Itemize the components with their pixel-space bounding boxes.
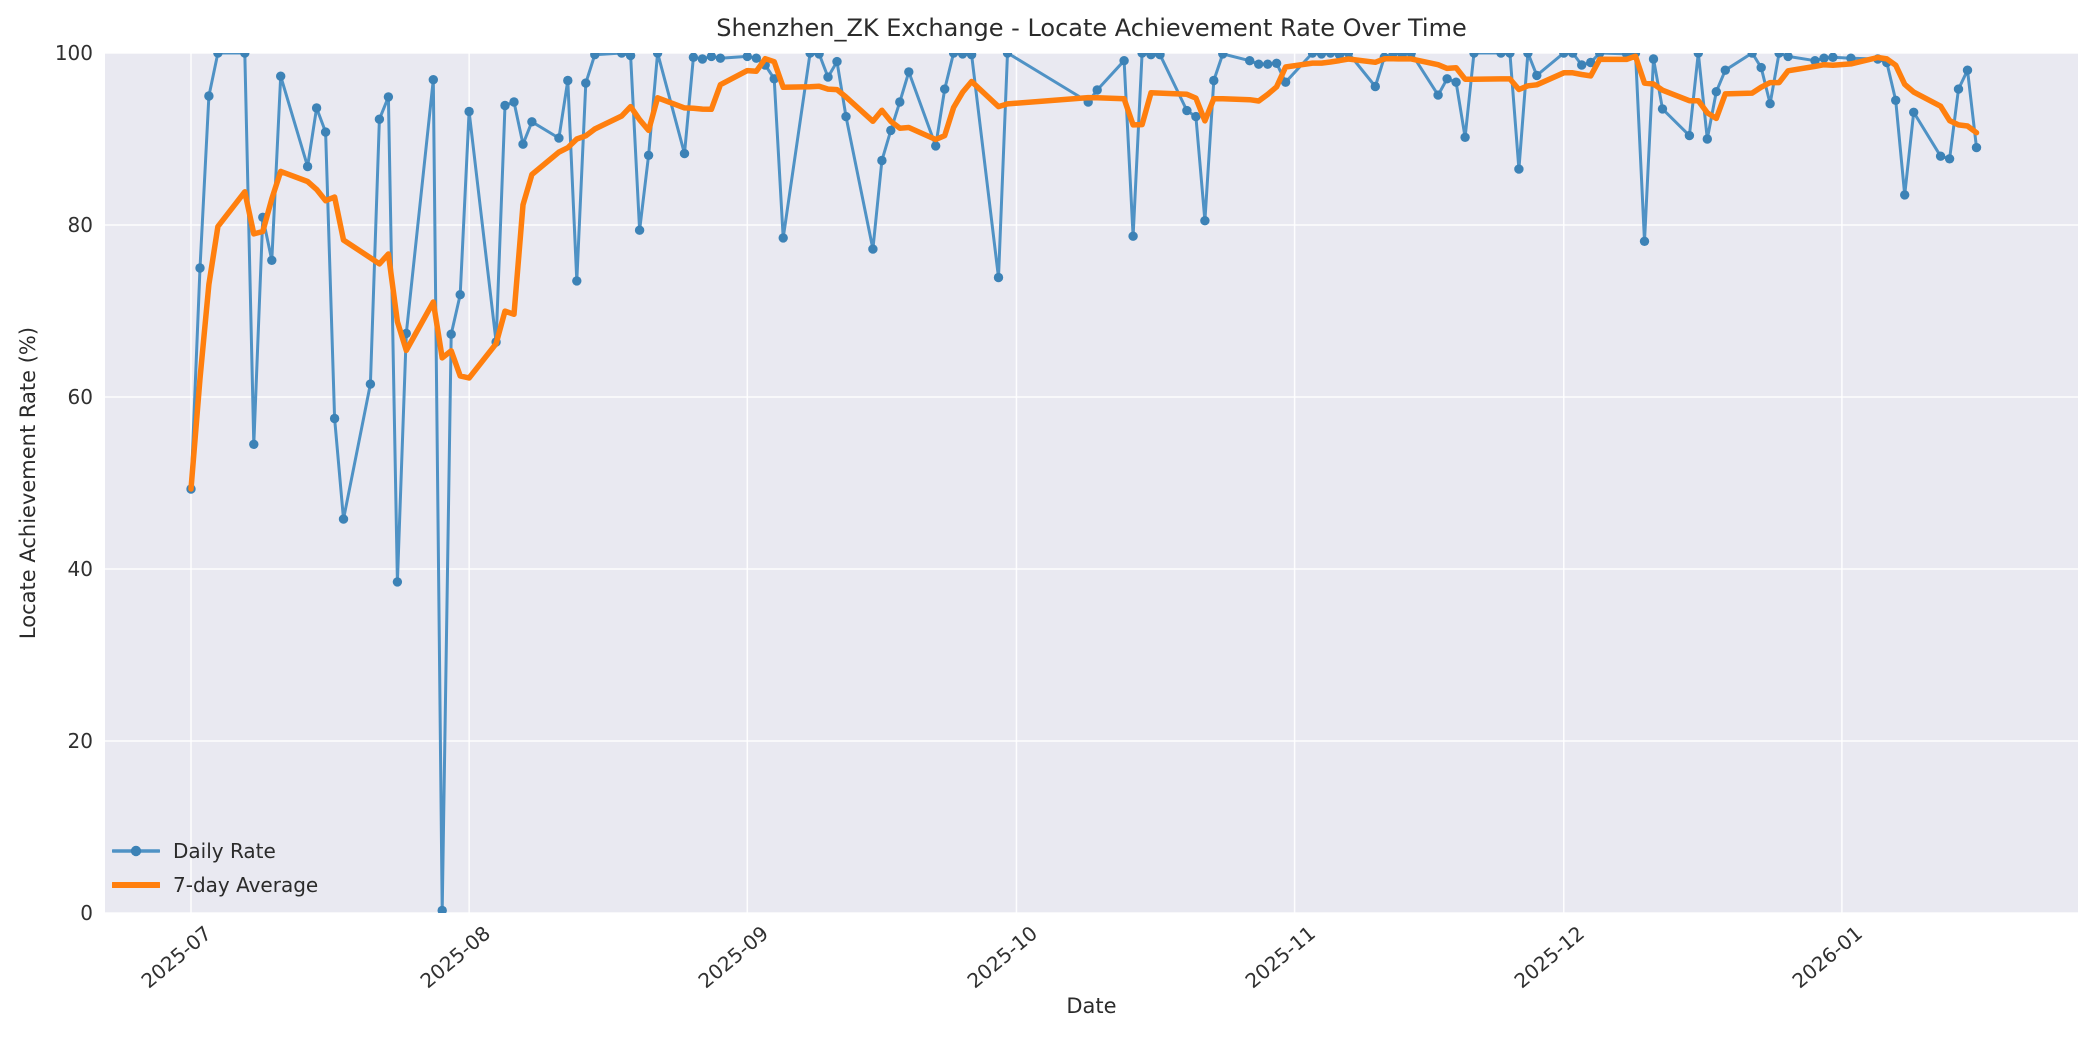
x-tick-label: 2025-09 xyxy=(693,921,773,994)
y-tick-label: 100 xyxy=(54,41,93,65)
chart-title: Shenzhen_ZK Exchange - Locate Achievemen… xyxy=(716,14,1467,42)
plot-area xyxy=(105,53,2078,913)
x-tick-label: 2025-12 xyxy=(1509,921,1590,994)
y-tick-label: 80 xyxy=(67,213,93,237)
x-tick-label: 2025-08 xyxy=(415,921,495,994)
legend-label: Daily Rate xyxy=(173,839,276,863)
x-tick-label: 2025-11 xyxy=(1240,921,1321,994)
x-tick-label: 2026-01 xyxy=(1787,921,1868,994)
y-tick-label: 0 xyxy=(80,901,93,925)
x-axis-label: Date xyxy=(1066,994,1117,1018)
y-tick-label: 40 xyxy=(67,557,93,581)
y-axis-label: Locate Achievement Rate (%) xyxy=(16,326,40,640)
legend-item: Daily Rate xyxy=(112,836,318,866)
daily-rate-swatch-icon xyxy=(112,845,160,857)
gridlines xyxy=(105,53,2078,913)
seven-day-average-line xyxy=(188,53,1980,492)
x-tick-label: 2025-07 xyxy=(136,921,217,994)
legend-item: 7-day Average xyxy=(112,870,318,900)
legend: Daily Rate 7-day Average xyxy=(112,836,318,900)
x-tick-label: 2025-10 xyxy=(962,921,1042,994)
daily-rate-markers xyxy=(186,53,1982,913)
legend-label: 7-day Average xyxy=(173,873,319,897)
y-tick-label: 20 xyxy=(67,729,93,753)
seven-day-average-swatch-icon xyxy=(112,882,160,888)
y-tick-label: 60 xyxy=(67,385,93,409)
